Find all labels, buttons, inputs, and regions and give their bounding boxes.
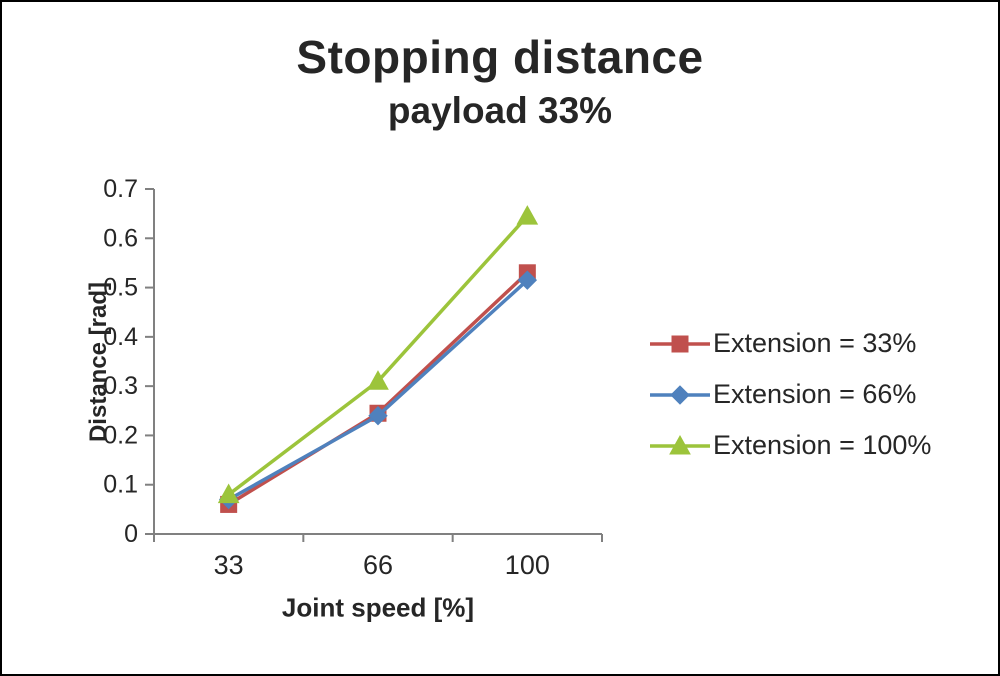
legend-label: Extension = 66% bbox=[713, 379, 917, 409]
legend: Extension = 33% Extension = 66% Extension … bbox=[648, 328, 931, 461]
y-tick-label: 0 bbox=[124, 520, 138, 548]
y-axis-title: Distance [rad] bbox=[85, 281, 112, 443]
y-tick-label: 0.2 bbox=[103, 421, 138, 449]
y-tick-label: 0.1 bbox=[103, 471, 138, 499]
x-axis-title: Joint speed [%] bbox=[281, 592, 475, 623]
legend-item-2: Extension = 100% bbox=[648, 430, 931, 461]
legend-label: Extension = 100% bbox=[713, 430, 932, 460]
x-tick-label: 66 bbox=[363, 550, 393, 580]
triangle-marker-icon bbox=[650, 434, 710, 454]
y-tick-label: 0.4 bbox=[103, 323, 138, 351]
chart-subtitle: payload 33% bbox=[387, 90, 613, 131]
y-tick-label: 0.6 bbox=[103, 224, 138, 252]
diamond-marker-icon bbox=[650, 384, 710, 405]
x-tick-label: 100 bbox=[505, 550, 550, 580]
y-tick-label: 0.5 bbox=[103, 274, 138, 302]
legend-label: Extension = 33% bbox=[713, 328, 917, 358]
y-tick-label: 0.7 bbox=[103, 175, 138, 203]
series-triangle bbox=[217, 205, 539, 504]
legend-item-1: Extension = 66% bbox=[648, 379, 931, 410]
chart-title: Stopping distance bbox=[296, 31, 704, 83]
square-marker-icon bbox=[650, 335, 710, 352]
x-tick-label: 33 bbox=[214, 550, 244, 580]
legend-item-0: Extension = 33% bbox=[648, 328, 931, 359]
y-tick-label: 0.3 bbox=[103, 372, 138, 400]
